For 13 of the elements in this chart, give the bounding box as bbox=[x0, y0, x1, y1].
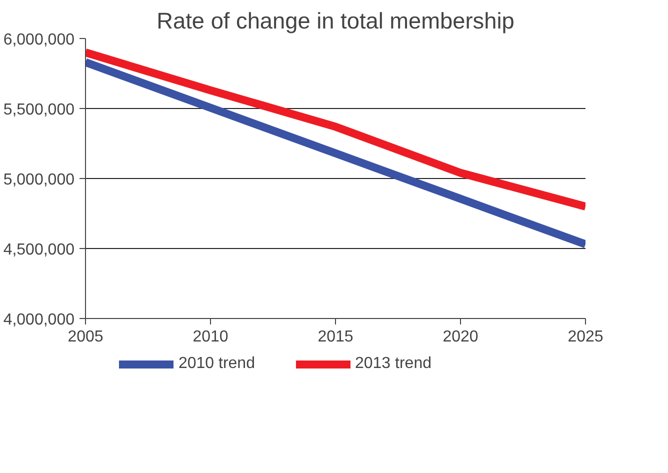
x-tick-label: 2025 bbox=[568, 328, 604, 346]
legend-label: 2010 trend bbox=[178, 355, 255, 373]
x-tick-label: 2015 bbox=[318, 328, 354, 346]
y-tick-label: 6,000,000 bbox=[3, 32, 75, 48]
y-tick-label: 4,500,000 bbox=[3, 242, 75, 258]
y-tick-label: 5,500,000 bbox=[3, 102, 75, 118]
x-tick-label: 2020 bbox=[442, 328, 478, 346]
legend-label: 2013 trend bbox=[354, 355, 432, 373]
y-tick-label: 4,000,000 bbox=[3, 312, 75, 328]
x-tick-label: 2010 bbox=[192, 328, 228, 346]
x-tick-label: 2005 bbox=[68, 328, 104, 346]
chart-title: Rate of change in total membership bbox=[156, 8, 514, 34]
y-tick-label: 5,000,000 bbox=[3, 172, 75, 188]
